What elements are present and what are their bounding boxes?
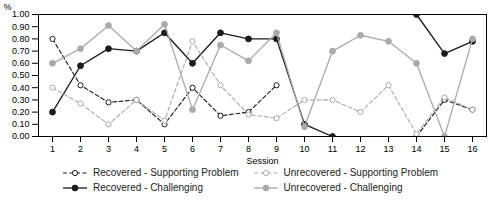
svg-text:7: 7 [218,144,223,154]
html-text:Recovered - Supporting Problem: Recovered - Supporting Problem [92,167,239,178]
svg-text:12: 12 [355,144,365,154]
svg-text:15: 15 [439,144,449,154]
svg-text:0.40: 0.40 [12,83,30,93]
html-text:Unrecovered - Challenging: Unrecovered - Challenging [283,182,403,193]
html-text:Unrecovered - Supporting Probl: Unrecovered - Supporting Problem [283,167,439,178]
svg-text:0.70: 0.70 [12,46,30,56]
svg-text:0.50: 0.50 [12,70,30,80]
html-text:Recovered - Challenging: Recovered - Challenging [92,182,203,193]
svg-text:1: 1 [50,144,55,154]
svg-text:11: 11 [328,144,337,154]
svg-text:0.20: 0.20 [12,107,30,117]
svg-text:6: 6 [190,144,195,154]
svg-text:3: 3 [106,144,111,154]
svg-text:0.80: 0.80 [12,34,30,44]
svg-text:0.00: 0.00 [12,131,30,141]
svg-text:14: 14 [411,144,421,154]
svg-text:0.10: 0.10 [12,119,30,129]
svg-text:5: 5 [162,144,167,154]
svg-text:13: 13 [383,144,393,154]
svg-text:10: 10 [299,144,309,154]
svg-text:Session: Session [246,156,278,166]
svg-text:1.00: 1.00 [12,9,30,19]
svg-text:2: 2 [78,144,83,154]
svg-text:0.90: 0.90 [12,22,30,32]
svg-text:%: % [4,2,12,12]
svg-text:9: 9 [274,144,279,154]
svg-text:0.60: 0.60 [12,58,30,68]
svg-text:4: 4 [134,144,139,154]
svg-text:8: 8 [246,144,251,154]
svg-text:0.30: 0.30 [12,95,30,105]
svg-text:16: 16 [467,144,477,154]
